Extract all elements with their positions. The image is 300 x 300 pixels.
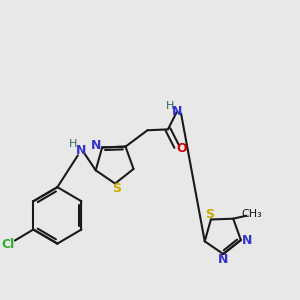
Text: N: N [218,254,228,266]
Text: N: N [242,233,252,247]
Text: S: S [205,208,214,220]
Text: S: S [112,182,121,195]
Text: Cl: Cl [2,238,15,251]
Text: H: H [69,140,78,149]
Text: N: N [172,105,182,118]
Text: CH₃: CH₃ [242,208,262,219]
Text: H: H [166,100,174,111]
Text: N: N [91,140,101,152]
Text: O: O [177,142,187,155]
Text: N: N [76,144,86,158]
